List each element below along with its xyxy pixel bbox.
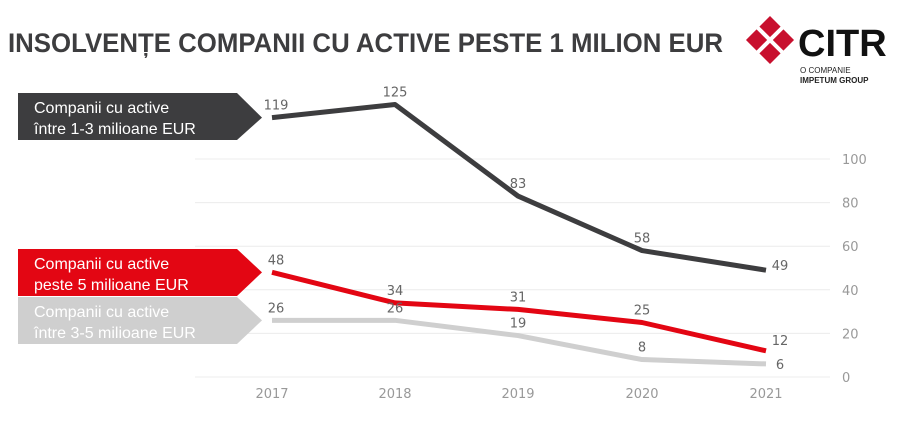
legend-label: Companii cu active: [34, 256, 169, 273]
x-tick-label: 2020: [625, 387, 658, 402]
data-label: 25: [634, 304, 651, 319]
legend-label: Companii cu active: [34, 304, 169, 321]
data-label: 19: [510, 317, 527, 332]
series-callout: Companii cu active peste 5 milioane EUR: [18, 249, 262, 296]
series-callout: Companii cu active între 1-3 milioane EUR: [18, 93, 262, 140]
series-line: [271, 269, 767, 354]
data-label: 26: [268, 301, 285, 316]
y-tick-label: 40: [842, 284, 859, 299]
callout-box: [18, 297, 262, 344]
y-tick-label: 60: [842, 240, 859, 255]
data-label: 31: [510, 290, 527, 305]
logo-subtitle-2: IMPETUM GROUP: [800, 76, 869, 85]
data-label: 49: [772, 259, 789, 274]
x-tick-label: 2017: [255, 387, 288, 402]
legend-label: între 3-5 milioane EUR: [33, 325, 196, 342]
data-label: 83: [510, 177, 527, 192]
chart-title: INSOLVENȚE COMPANII CU ACTIVE PESTE 1 MI…: [8, 28, 723, 58]
x-tick-label: 2019: [501, 387, 534, 402]
logo-mark-icon: [745, 15, 795, 65]
data-label: 119: [264, 99, 289, 114]
logo-text: CITR: [798, 23, 887, 65]
legend-label: Companii cu active: [34, 100, 169, 117]
data-label: 12: [772, 334, 789, 349]
data-label: 6: [776, 358, 784, 373]
y-tick-label: 80: [842, 197, 859, 212]
y-tick-label: 0: [842, 371, 850, 386]
data-label: 48: [268, 253, 285, 268]
citr-logo: CITR O COMPANIE IMPETUM GROUP: [745, 15, 887, 85]
series-callout: Companii cu active între 3-5 milioane EUR: [18, 297, 262, 344]
callouts: Companii cu active între 1-3 milioane EUR…: [18, 93, 262, 344]
data-label: 125: [383, 86, 408, 101]
series-lines: [271, 102, 767, 367]
legend-label: între 1-3 milioane EUR: [33, 121, 196, 138]
grid: 0 20 40 60 80 100: [195, 153, 867, 386]
callout-box: [18, 249, 262, 296]
data-labels: 26 26 19 8 6 48 34 31 25 12 119 125 83 58 49: [264, 86, 789, 373]
y-tick-label: 20: [842, 327, 859, 342]
series-line: [271, 102, 767, 273]
x-tick-label: 2021: [749, 387, 782, 402]
data-label: 8: [638, 341, 646, 356]
data-label: 34: [387, 284, 404, 299]
x-axis: 2017 2018 2019 2020 2021: [255, 387, 782, 402]
series-line: [272, 317, 767, 367]
data-label: 58: [634, 232, 651, 247]
y-tick-label: 100: [842, 153, 867, 168]
data-label: 26: [387, 301, 404, 316]
callout-box: [18, 93, 262, 140]
x-tick-label: 2018: [378, 387, 411, 402]
legend-label: peste 5 milioane EUR: [34, 277, 189, 294]
logo-subtitle-1: O COMPANIE: [800, 66, 851, 75]
